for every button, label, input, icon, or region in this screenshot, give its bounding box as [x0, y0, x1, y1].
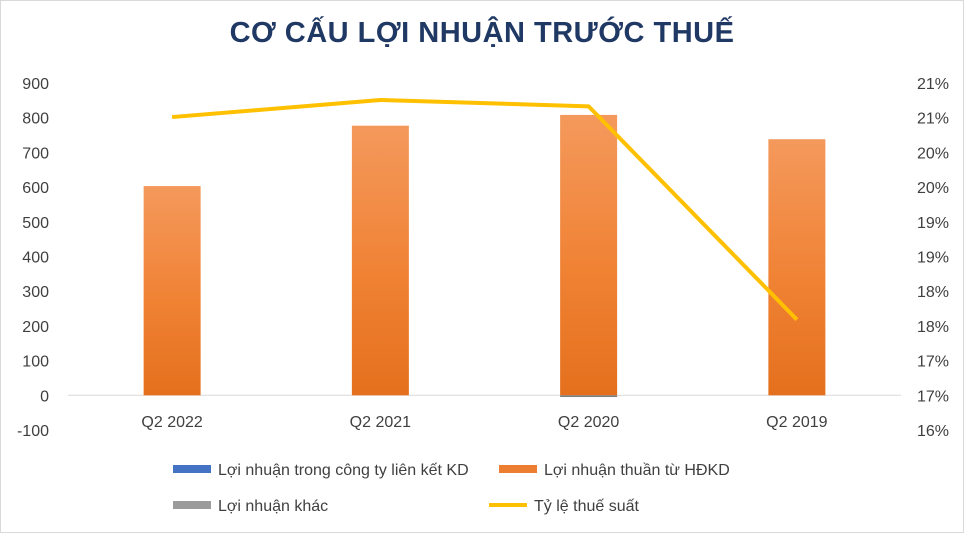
left-axis-tick-label: 0	[40, 388, 49, 405]
x-axis-category-label: Q2 2021	[350, 414, 411, 431]
right-axis-tick-label: 21%	[917, 111, 949, 128]
bar-loi-nhuan-thuan	[768, 139, 826, 396]
right-axis-tick-label: 19%	[917, 250, 949, 267]
right-axis-tick-label: 18%	[917, 284, 949, 301]
x-axis-category-label: Q2 2020	[558, 414, 619, 431]
left-axis-tick-label: 100	[22, 354, 49, 371]
right-axis-tick-label: 20%	[917, 145, 949, 162]
left-axis-tick-label: 200	[22, 319, 49, 336]
bar-loi-nhuan-thuan	[560, 114, 618, 396]
legend-marker-swatch	[499, 465, 537, 473]
left-axis-tick-label: 400	[22, 250, 49, 267]
chart-title: CƠ CẤU LỢI NHUẬN TRƯỚC THUẾ	[229, 17, 735, 49]
x-axis-category-label: Q2 2022	[141, 414, 202, 431]
right-axis-tick-label: 18%	[917, 319, 949, 336]
legend-label: Lợi nhuận thuần từ HĐKD	[544, 462, 730, 479]
line-ty-le-thue-suat	[171, 98, 799, 321]
right-axis-tick-label: 20%	[917, 180, 949, 197]
legend-label: Lợi nhuận trong công ty liên kết KD	[218, 462, 469, 479]
legend-marker-swatch	[173, 465, 211, 473]
right-axis-tick-label: 17%	[917, 388, 949, 405]
left-axis-tick-label: -100	[17, 423, 49, 440]
right-axis-tick-label: 16%	[917, 423, 949, 440]
x-axis-category-label: Q2 2019	[766, 414, 827, 431]
legend-marker-swatch	[173, 501, 211, 509]
bar-loi-nhuan-thuan	[351, 125, 409, 396]
left-axis-tick-label: 800	[22, 111, 49, 128]
right-axis-tick-label: 17%	[917, 354, 949, 371]
left-axis-tick-label: 700	[22, 145, 49, 162]
right-axis-tick-label: 21%	[917, 76, 949, 93]
left-axis-tick-label: 900	[22, 76, 49, 93]
legend-label: Tỷ lệ thuế suất	[534, 498, 640, 515]
left-axis-tick-label: 600	[22, 180, 49, 197]
left-axis-tick-label: 300	[22, 284, 49, 301]
bar-loi-nhuan-thuan	[143, 186, 201, 396]
legend-label: Lợi nhuận khác	[218, 498, 328, 515]
bar-loi-nhuan-khac	[560, 395, 618, 398]
right-axis-tick-label: 19%	[917, 215, 949, 232]
left-axis-tick-label: 500	[22, 215, 49, 232]
